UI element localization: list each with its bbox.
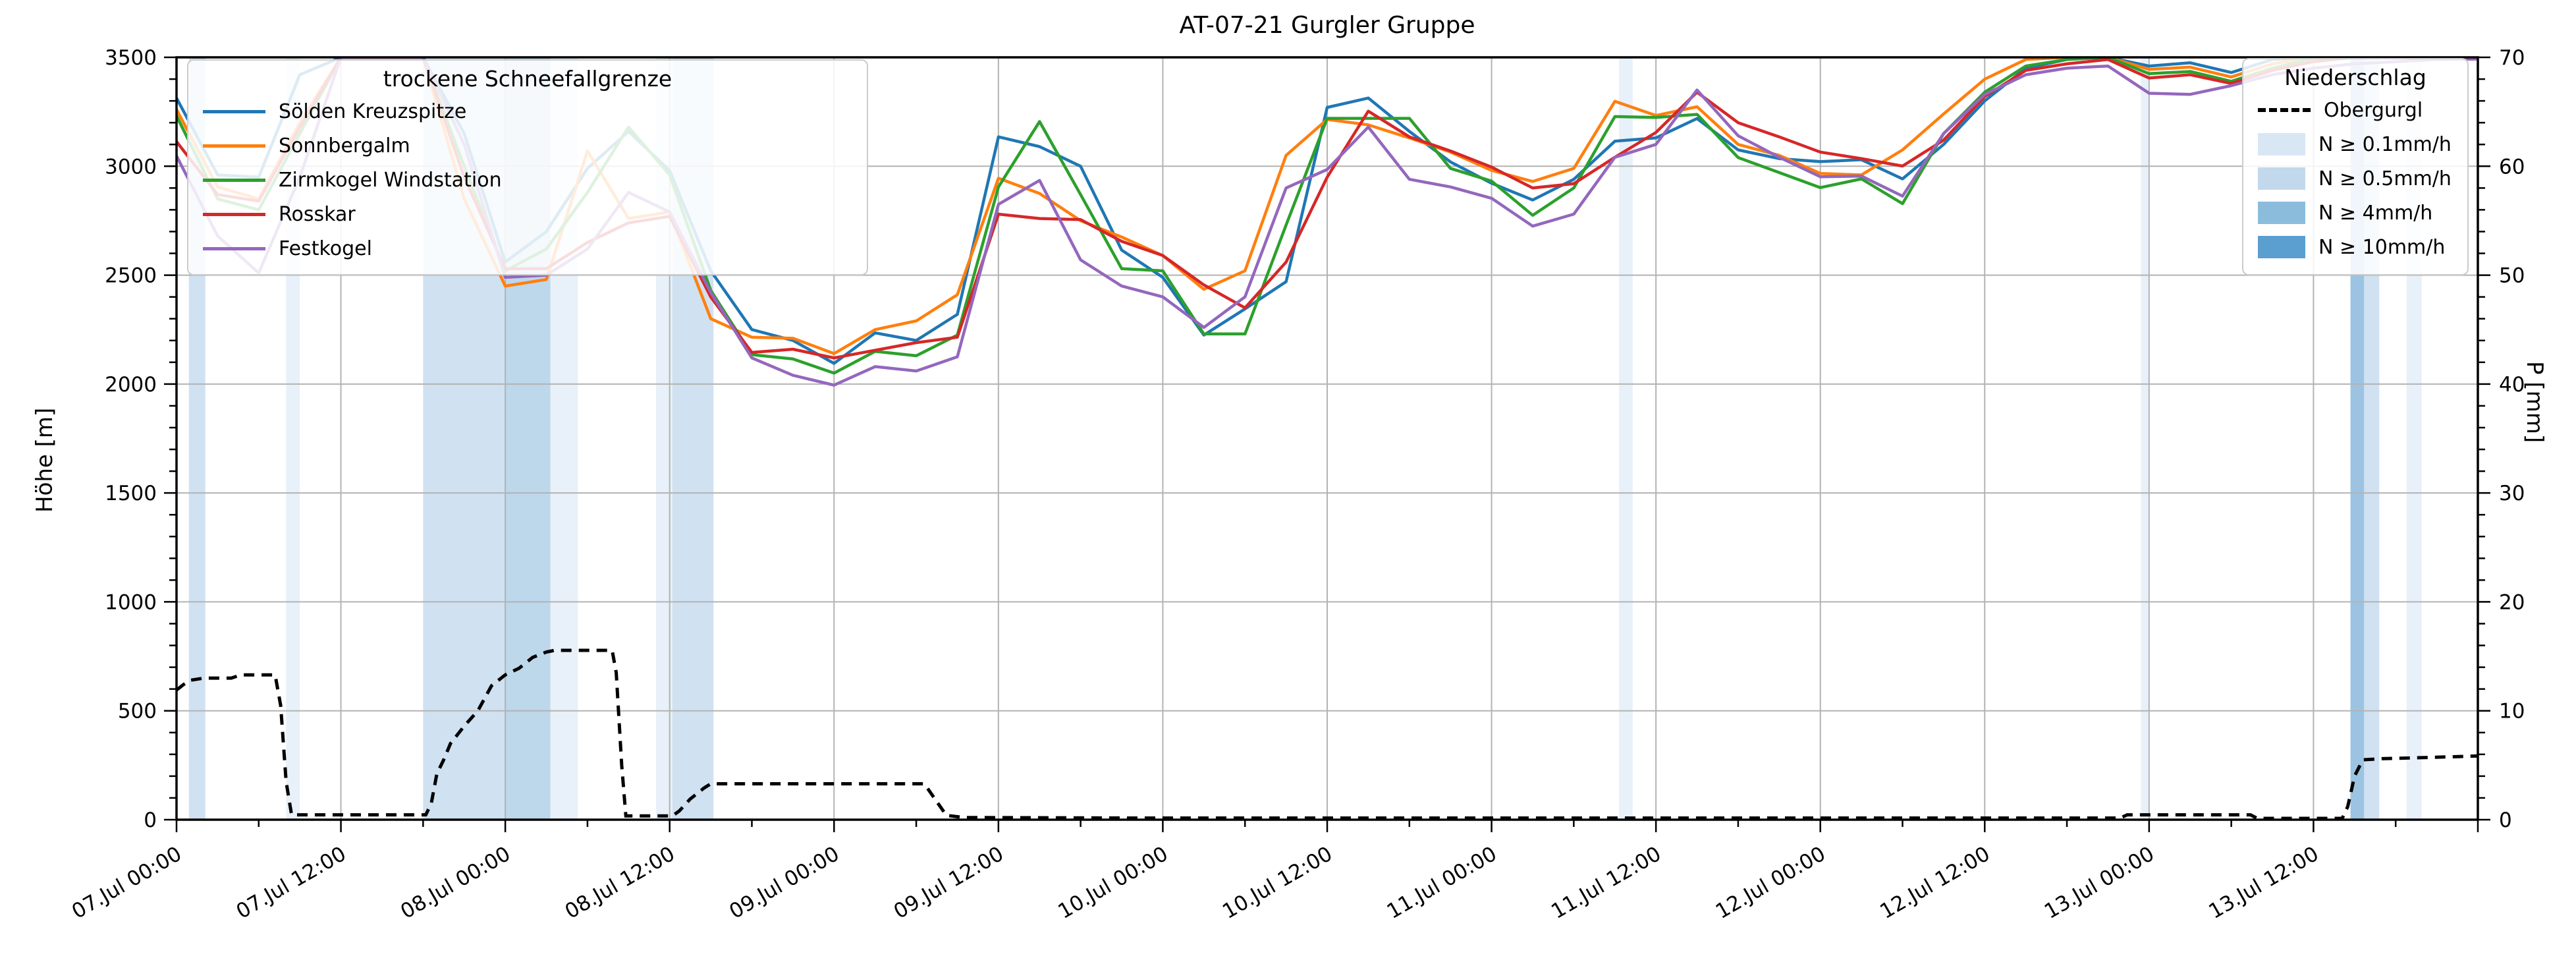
line-swatch: [203, 178, 265, 182]
x-tick-label: 08.Jul 00:00: [397, 842, 514, 924]
x-tick-label: 07.Jul 12:00: [233, 842, 350, 924]
y-left-tick-label: 1500: [105, 482, 157, 505]
x-tick-label: 12.Jul 00:00: [1712, 842, 1830, 924]
y-axis-label-left: Höhe [m]: [32, 407, 58, 513]
legend-item-sonnbergalm: Sonnbergalm: [203, 128, 852, 163]
legend-item-label: N ≥ 0.5mm/h: [2318, 167, 2452, 190]
x-tick-label: 13.Jul 00:00: [2041, 842, 2158, 924]
y-axis-label-right: P [mm]: [2521, 361, 2548, 443]
y-right-tick-label: 50: [2499, 264, 2525, 288]
legend-item-label: N ≥ 4mm/h: [2318, 201, 2433, 225]
x-tick-label: 12.Jul 12:00: [1876, 842, 1994, 924]
legend-item-obergurgl: Obergurgl: [2258, 93, 2453, 127]
legend-item-label: Sonnbergalm: [279, 134, 410, 157]
y-right-tick-label: 40: [2499, 373, 2525, 397]
legend-item-label: N ≥ 10mm/h: [2318, 235, 2446, 259]
y-left-tick-label: 0: [144, 808, 157, 832]
line-swatch: [203, 246, 265, 250]
legend-item-label: Obergurgl: [2324, 98, 2423, 122]
x-tick-label: 09.Jul 12:00: [890, 842, 1008, 924]
legend-item-precip-threshold: N ≥ 0.5mm/h: [2258, 161, 2453, 196]
legend-item-precip-threshold: N ≥ 4mm/h: [2258, 196, 2453, 230]
line-swatch: [203, 144, 265, 148]
legend-item-label: Festkogel: [279, 237, 372, 260]
legend-item-rosskar: Rosskar: [203, 197, 852, 231]
band-color-swatch: [2258, 236, 2305, 258]
legend-item-precip-threshold: N ≥ 10mm/h: [2258, 230, 2453, 264]
legend-precipitation: Niederschlag Obergurgl N ≥ 0.1mm/h N ≥ 0.…: [2242, 58, 2469, 275]
legend-snowline: trockene Schneefallgrenze Sölden Kreuzsp…: [187, 59, 868, 275]
legend-item-precip-threshold: N ≥ 0.1mm/h: [2258, 127, 2453, 161]
y-right-tick-label: 70: [2499, 46, 2525, 70]
line-swatch: [203, 109, 265, 113]
y-left-tick-label: 500: [118, 700, 157, 723]
x-tick-label: 07.Jul 00:00: [68, 842, 186, 924]
y-left-tick-label: 3000: [105, 155, 157, 179]
y-left-tick-label: 2500: [105, 264, 157, 288]
band-color-swatch: [2258, 202, 2305, 224]
x-tick-label: 10.Jul 12:00: [1219, 842, 1336, 924]
legend-item-label: N ≥ 0.1mm/h: [2318, 132, 2452, 156]
legend-item-festkogel: Festkogel: [203, 231, 852, 266]
x-tick-label: 10.Jul 00:00: [1054, 842, 1172, 924]
band-color-swatch: [2258, 133, 2305, 156]
x-tick-label: 11.Jul 12:00: [1547, 842, 1665, 924]
legend-item-label: Rosskar: [279, 202, 356, 226]
dashed-line-swatch: [2258, 108, 2311, 112]
precip-band: [2141, 57, 2149, 820]
x-tick-label: 09.Jul 00:00: [725, 842, 843, 924]
precip-band: [1618, 57, 1633, 820]
series-obergurgl-dashed: [177, 648, 2478, 820]
y-right-tick-label: 60: [2499, 155, 2525, 179]
legend-snowline-rows: Sölden Kreuzspitze Sonnbergalm Zirmkogel W…: [203, 94, 852, 266]
legend-item-label: Zirmkogel Windstation: [279, 168, 502, 192]
y-right-tick-label: 20: [2499, 590, 2525, 614]
legend-item-s-lden-kreuzspitze: Sölden Kreuzspitze: [203, 94, 852, 128]
y-right-tick-label: 10: [2499, 700, 2525, 723]
y-left-tick-label: 1000: [105, 590, 157, 614]
x-tick-label: 11.Jul 00:00: [1383, 842, 1501, 924]
legend-item-label: Sölden Kreuzspitze: [279, 99, 467, 123]
chart-title: AT-07-21 Gurgler Gruppe: [1179, 12, 1475, 39]
legend-precip-rows: N ≥ 0.1mm/h N ≥ 0.5mm/h N ≥ 4mm/h N ≥ 10mm/…: [2258, 127, 2453, 264]
band-color-swatch: [2258, 167, 2305, 190]
legend-item-zirmkogel-windstation: Zirmkogel Windstation: [203, 163, 852, 197]
legend-snowline-title: trockene Schneefallgrenze: [383, 66, 672, 92]
y-left-tick-label: 3500: [105, 46, 157, 70]
x-tick-label: 13.Jul 12:00: [2205, 842, 2322, 924]
y-left-tick-label: 2000: [105, 373, 157, 397]
line-swatch: [203, 212, 265, 216]
x-tick-label: 08.Jul 12:00: [561, 842, 679, 924]
y-right-tick-label: 30: [2499, 482, 2525, 505]
legend-precip-title: Niederschlag: [2284, 65, 2426, 90]
y-right-tick-label: 0: [2499, 808, 2512, 832]
